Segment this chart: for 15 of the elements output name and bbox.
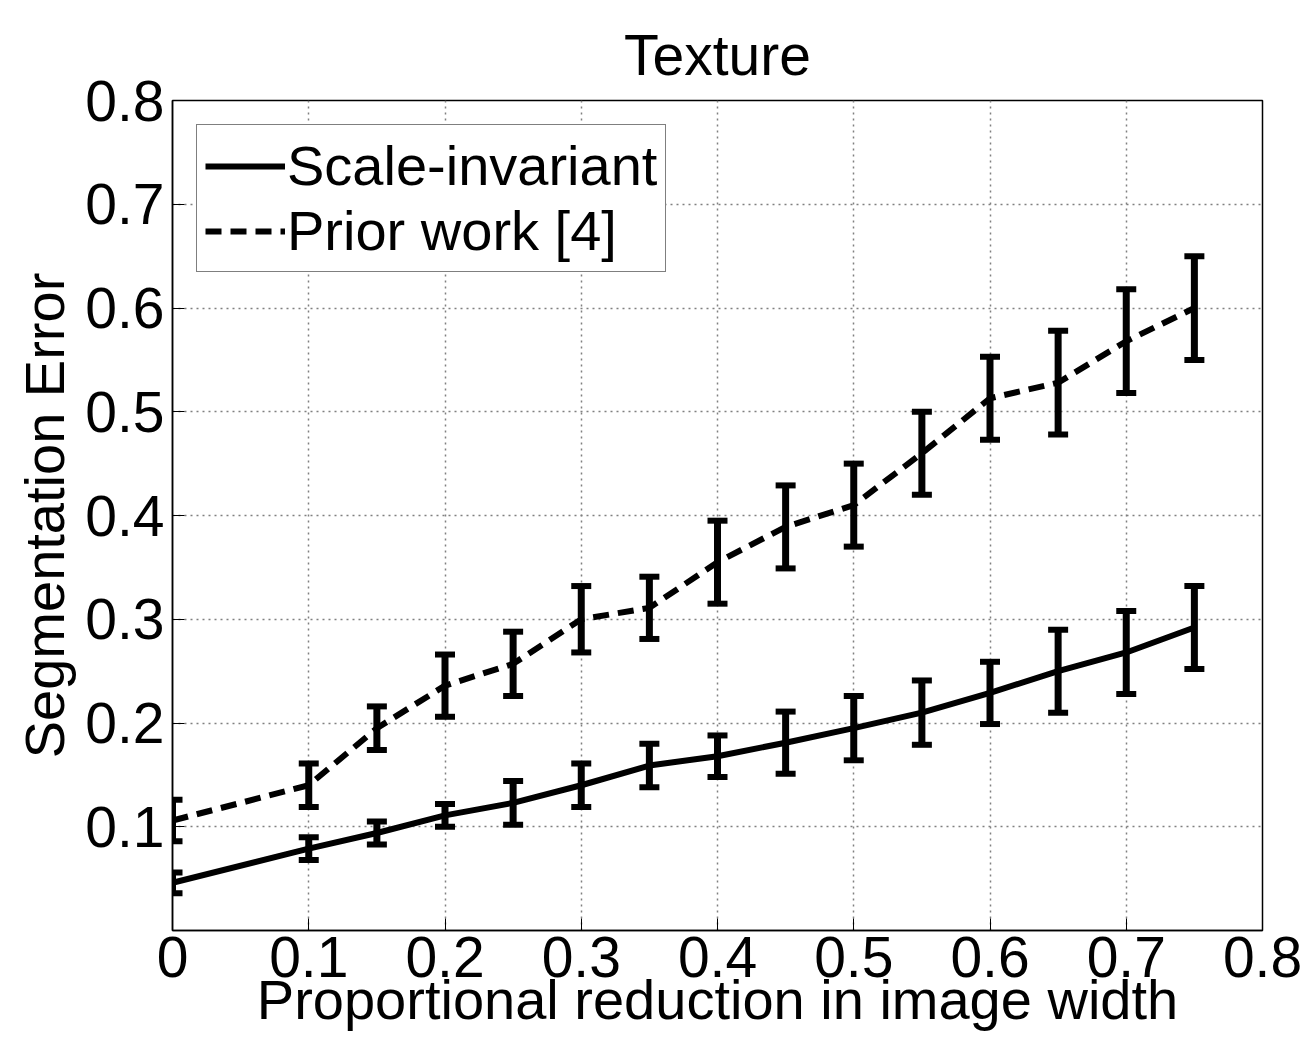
y-tick-label: 0.1 — [85, 794, 165, 859]
x-tick-label: 0.6 — [950, 924, 1030, 989]
chart-title: Texture — [624, 22, 811, 87]
y-axis-title: Segmentation Error — [13, 272, 77, 759]
y-tick-label: 0.8 — [85, 68, 165, 133]
y-tick-label: 0.7 — [85, 172, 165, 237]
y-tick-label: 0.4 — [85, 483, 165, 548]
legend-label: Scale-invariant — [287, 133, 658, 198]
y-tick-label: 0.5 — [85, 379, 165, 444]
y-tick-label: 0.3 — [85, 587, 165, 652]
x-tick-label: 0 — [156, 924, 189, 989]
y-tick-label: 0.6 — [85, 276, 165, 340]
y-tick-label: 0.2 — [85, 691, 165, 755]
legend-label: Prior work [4] — [287, 198, 617, 263]
x-tick-label: 0.8 — [1222, 924, 1303, 989]
